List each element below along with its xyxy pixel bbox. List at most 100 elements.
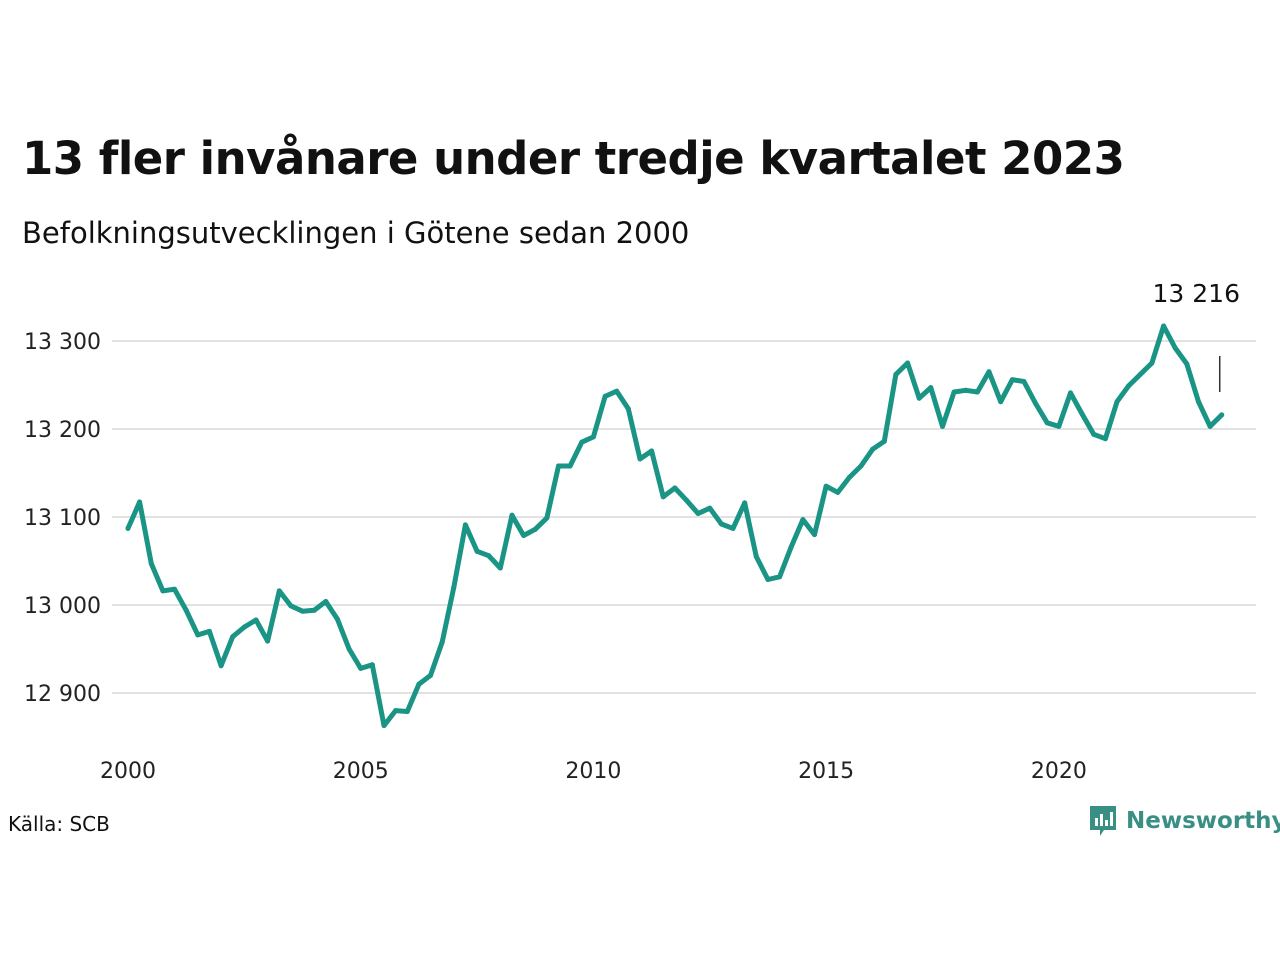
data-point [474,548,480,554]
data-point [1009,377,1015,383]
data-point [567,463,573,469]
newsworthy-logo[interactable]: Newsworthy [1088,804,1280,838]
data-point [125,525,131,531]
series-line [125,323,1225,729]
data-point [497,565,503,571]
data-point [1079,411,1085,417]
data-point [777,574,783,580]
data-point [846,474,852,480]
data-point [800,517,806,523]
data-point [672,485,678,491]
data-point [1161,323,1167,329]
data-point [486,553,492,559]
source-note: Källa: SCB [8,812,110,836]
data-point [916,395,922,401]
y-tick-label: 13 200 [24,418,101,443]
data-point [416,681,422,687]
data-point [602,393,608,399]
data-point [300,608,305,614]
data-point [1137,371,1143,377]
chart-subtitle: Befolkningsutvecklingen i Götene sedan 2… [22,216,690,250]
data-point [1091,431,1097,437]
data-point [253,617,259,623]
point-layer [125,323,1225,729]
data-point [1102,436,1108,442]
data-point [893,371,899,377]
data-point [963,387,969,393]
data-point [218,663,224,669]
annotation: 13 216 [1153,279,1240,392]
data-point [695,511,701,516]
data-point [451,584,457,590]
data-point [556,463,561,469]
data-point [1172,345,1178,351]
chart-title: 13 fler invånare under tredje kvartalet … [22,132,1125,185]
data-point [986,369,992,375]
data-point [334,616,340,622]
data-point [311,607,317,613]
data-point [1126,383,1132,389]
x-tick-label: 2020 [1031,759,1087,784]
data-point [951,389,957,395]
x-axis: 2000 2005 2010 2015 2020 [100,759,1087,784]
annotation-label: 13 216 [1153,279,1240,308]
data-point [940,423,945,429]
x-tick-label: 2000 [100,759,156,784]
data-point [625,406,631,412]
y-tick-label: 13 100 [24,506,101,531]
data-point [288,603,294,609]
data-point [590,434,596,440]
data-point [660,494,666,500]
data-point [1068,390,1073,396]
data-point [509,512,515,518]
data-point [579,439,585,445]
data-point [870,446,876,452]
data-point [137,499,143,505]
series-layer [125,323,1225,729]
data-point [765,577,771,582]
data-point [1219,412,1225,418]
data-point [521,533,527,538]
data-point [195,632,201,638]
data-point [1196,399,1201,405]
data-point [183,607,189,613]
data-point [230,634,236,640]
y-tick-label: 13 300 [24,330,101,355]
data-point [1149,360,1155,366]
data-point [1184,361,1190,367]
data-point [323,599,329,604]
data-point [974,389,980,395]
brand-name: Newsworthy [1126,808,1280,834]
y-axis: 12 900 13 000 13 100 13 200 13 300 [24,330,101,707]
x-tick-label: 2015 [798,759,854,784]
data-point [730,525,736,531]
data-point [1021,379,1027,384]
data-point [462,522,468,528]
data-point [707,505,713,511]
gridlines [112,340,1256,694]
y-tick-label: 13 000 [24,594,101,619]
data-point [753,554,759,560]
data-point [637,456,643,462]
data-point [905,360,911,366]
data-point [835,489,841,495]
data-point [532,526,538,532]
y-tick-label: 12 900 [24,682,101,707]
data-point [858,463,864,469]
data-point [1044,420,1050,426]
data-point [439,639,445,645]
data-point [404,709,410,714]
data-point [206,628,212,634]
data-point [369,662,375,668]
x-tick-label: 2005 [333,759,389,784]
data-point [428,672,433,678]
data-point [1114,399,1120,405]
data-point [998,399,1004,405]
data-point [1207,423,1213,429]
data-point [1056,423,1062,429]
data-point [241,624,247,630]
data-point [614,388,620,394]
data-point [544,515,550,521]
data-point [393,708,399,714]
